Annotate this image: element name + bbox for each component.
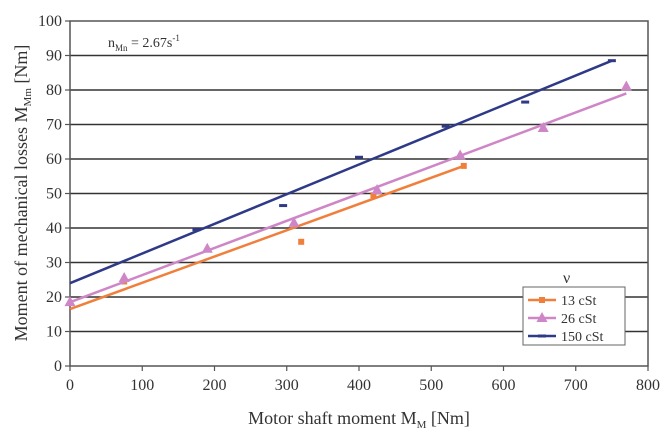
data-point (537, 121, 549, 132)
x-tick-label: 100 (130, 377, 154, 394)
x-tick-label: 400 (347, 377, 371, 394)
series-layer (64, 59, 632, 311)
y-tick-label: 60 (46, 151, 62, 168)
data-point (370, 192, 377, 199)
x-tick-label: 0 (66, 377, 74, 394)
x-axis-label: Motor shaft moment MM [Nm] (248, 408, 470, 431)
data-point (118, 272, 130, 283)
y-tick-label: 90 (46, 48, 62, 65)
data-point (201, 242, 213, 253)
data-point (521, 100, 530, 104)
y-tick-label: 20 (46, 289, 62, 306)
series-1 (64, 80, 632, 307)
x-tick-label: 700 (564, 377, 588, 394)
legend-swatch-marker (536, 312, 548, 322)
y-tick-label: 10 (46, 324, 62, 341)
data-point (279, 204, 288, 208)
data-point (355, 155, 363, 159)
y-tick-label: 40 (46, 220, 62, 237)
legend-label: 26 cSt (561, 312, 597, 327)
trend-line (69, 92, 627, 304)
data-point (192, 228, 201, 232)
x-tick-label: 500 (419, 377, 443, 394)
data-point (288, 216, 300, 227)
x-tick-label: 200 (203, 377, 227, 394)
data-point (607, 59, 616, 63)
x-tick-label: 300 (275, 377, 299, 394)
legend-swatch-marker (539, 297, 545, 303)
data-point (454, 149, 466, 160)
y-tick-label: 100 (38, 13, 62, 30)
axis-ticks: 0 10 20 30 40 50 60 70 80 90 100 0 100 200 300 400 500 60… (38, 13, 660, 394)
x-tick-label: 800 (636, 377, 660, 394)
legend-title: ν (563, 270, 570, 287)
y-axis-label: Moment of mechanical losses MMm [Nm] (11, 45, 34, 342)
y-tick-label: 30 (46, 255, 62, 272)
legend-label: 150 cSt (561, 330, 604, 345)
data-point (298, 238, 305, 245)
data-point (460, 162, 467, 169)
y-tick-label: 50 (46, 186, 62, 203)
data-point (64, 296, 76, 307)
trend-line (69, 59, 613, 285)
speed-annotation: nMn = 2.67s-1 (108, 33, 180, 53)
series-0 (69, 162, 467, 311)
legend: ν 13 cSt 26 cSt 150 cSt (522, 270, 626, 346)
legend-swatch-marker (538, 334, 546, 338)
data-point (620, 80, 632, 91)
y-tick-label: 80 (46, 82, 62, 99)
y-tick-label: 0 (54, 358, 62, 375)
series-2 (69, 59, 616, 285)
data-point (371, 184, 383, 195)
x-tick-label: 600 (492, 377, 516, 394)
trend-line (69, 164, 465, 311)
legend-label: 13 cSt (561, 294, 597, 309)
y-tick-label: 70 (46, 117, 62, 134)
data-point (441, 124, 450, 128)
